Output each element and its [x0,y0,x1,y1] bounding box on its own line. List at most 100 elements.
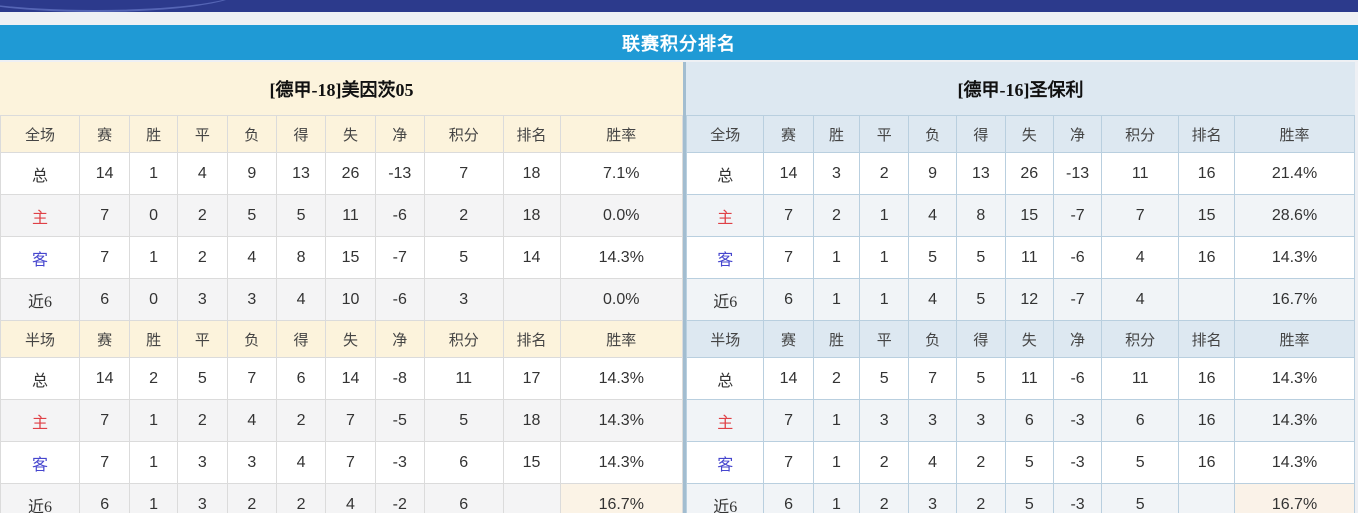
nav-tab-curve-decoration [0,0,240,12]
stat-cell: 5 [1004,483,1055,513]
stat-cell: -6 [1053,236,1103,279]
stat-cell: 7 [325,399,376,442]
rank-cell: 17 [502,357,561,400]
stat-cell: 1 [129,152,178,195]
stat-cell: 1 [812,278,861,321]
column-header-cell: 失 [325,115,376,153]
column-header-cell: 负 [226,115,277,153]
stat-cell: 11 [1004,357,1055,400]
section-header-row: 半场赛胜平负得失净积分 排名 胜率 [685,320,1355,358]
column-header-cell: 负 [908,115,958,153]
stat-cell: 1 [859,278,910,321]
win-rate-cell: 14.3% [1234,236,1355,279]
stat-cell: 3 [176,483,228,513]
stat-cell: 7 [763,441,814,484]
column-header-cell: 胜 [812,115,861,153]
row-label-cell: 近6 [0,278,81,321]
stat-cell: 7 [763,399,814,442]
stat-row: 总 14 3 2 9 13 26 -13 11 16 21.4% [685,152,1355,195]
column-header-cell: 净 [374,320,425,358]
rank-cell: 14 [502,236,561,279]
stat-cell: 7 [79,441,131,484]
column-header-cell: 得 [275,115,327,153]
stat-cell: 3 [908,399,958,442]
win-rate-cell: 21.4% [1234,152,1355,195]
win-rate-cell: 14.3% [1234,441,1355,484]
column-header-cell: 排名 [1178,115,1236,153]
win-rate-cell: 14.3% [1234,399,1355,442]
stat-cell: 3 [176,278,228,321]
column-header-cell: 净 [374,115,425,153]
stat-cell: 9 [908,152,958,195]
points-cell: 7 [1101,194,1180,237]
stat-row: 主 7 1 2 4 2 7 -5 5 18 14.3% [0,399,684,442]
points-cell: 7 [423,152,504,195]
points-cell: 2 [423,194,504,237]
right-stats-table: 全场赛胜平负得失净积分 排名 胜率总 14 3 2 9 13 26 -13 11 16 21.4% 主 7 2… [685,115,1355,513]
stat-cell: 7 [226,357,277,400]
rank-cell: 18 [502,152,561,195]
column-header-cell: 赛 [79,320,131,358]
column-header-cell: 负 [226,320,277,358]
stat-cell: -13 [374,152,425,195]
stat-row: 近6 6 1 3 2 2 4 -2 6 16.7% [0,483,684,513]
points-cell: 11 [1101,152,1180,195]
row-label-cell: 近6 [685,483,765,513]
column-header-cell: 赛 [763,115,814,153]
stat-cell: 14 [763,357,814,400]
stat-cell: 5 [1004,441,1055,484]
stat-cell: 3 [956,399,1006,442]
stat-cell: -13 [1053,152,1103,195]
stat-cell: 4 [226,399,277,442]
right-team-title: [德甲-16]圣保利 [686,62,1355,115]
stat-row: 近6 6 1 2 3 2 5 -3 5 16.7% [685,483,1355,513]
stat-cell: 0 [129,194,178,237]
stat-cell: 3 [226,278,277,321]
stat-cell: 2 [176,236,228,279]
stat-cell: -3 [1053,483,1103,513]
stat-cell: 14 [79,152,131,195]
stat-cell: 2 [226,483,277,513]
column-header-cell: 得 [275,320,327,358]
stat-cell: 6 [79,483,131,513]
stat-cell: 5 [956,357,1006,400]
points-cell: 6 [423,441,504,484]
row-label-cell: 客 [0,236,81,279]
column-header-cell: 胜 [812,320,861,358]
stat-cell: 2 [859,441,910,484]
stat-cell: 13 [956,152,1006,195]
row-label-cell: 客 [685,236,765,279]
rank-cell: 18 [502,194,561,237]
section-title-cell: 全场 [0,115,81,153]
stat-cell: 1 [859,236,910,279]
column-header-cell: 失 [1004,115,1055,153]
stat-cell: -7 [1053,278,1103,321]
stat-row: 总 14 2 5 7 6 14 -8 11 17 14.3% [0,357,684,400]
points-cell: 5 [1101,483,1180,513]
row-label-cell: 主 [0,194,81,237]
stat-cell: 11 [325,194,376,237]
row-label-cell: 主 [0,399,81,442]
stat-cell: 6 [763,278,814,321]
stat-cell: 8 [275,236,327,279]
stat-cell: 14 [763,152,814,195]
row-label-cell: 总 [685,357,765,400]
stat-cell: 14 [325,357,376,400]
stat-cell: 5 [956,278,1006,321]
points-cell: 5 [423,399,504,442]
column-header-cell: 积分 [1101,115,1180,153]
stat-cell: 2 [275,399,327,442]
points-cell: 11 [1101,357,1180,400]
stat-cell: 9 [226,152,277,195]
stat-cell: 2 [812,357,861,400]
row-label-cell: 主 [685,399,765,442]
column-header-cell: 胜率 [1234,115,1355,153]
page-gap [0,12,1358,25]
rank-cell [502,483,561,513]
stat-cell: 6 [275,357,327,400]
stat-cell: 7 [79,399,131,442]
rank-cell [1178,483,1236,513]
win-rate-cell: 0.0% [559,278,684,321]
stat-cell: 2 [956,441,1006,484]
win-rate-cell: 0.0% [559,194,684,237]
